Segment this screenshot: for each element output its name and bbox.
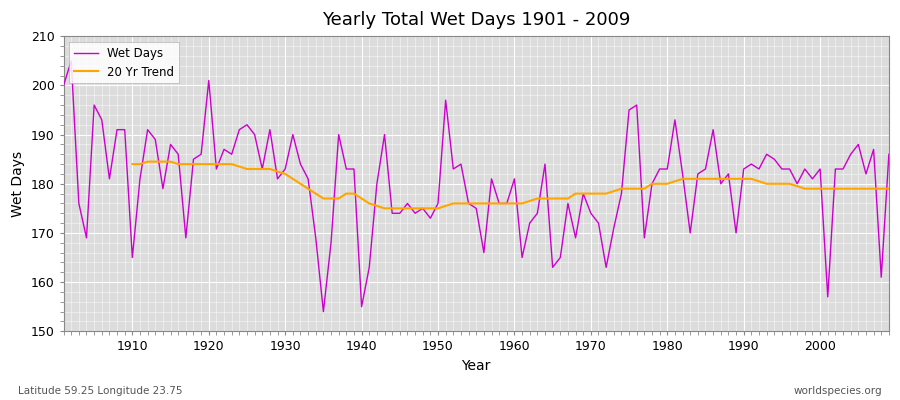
Text: worldspecies.org: worldspecies.org (794, 386, 882, 396)
20 Yr Trend (593, 191, 604, 196)
20 Yr Trend (142, 159, 153, 164)
20 Yr Trend (532, 196, 543, 201)
Text: Latitude 59.25 Longitude 23.75: Latitude 59.25 Longitude 23.75 (18, 386, 183, 396)
Wet Days (127, 255, 138, 260)
Line: 20 Yr Trend: 20 Yr Trend (132, 162, 889, 208)
Wet Days (66, 58, 77, 63)
Wet Days (318, 309, 328, 314)
20 Yr Trend (379, 206, 390, 211)
20 Yr Trend (310, 191, 321, 196)
Wet Days (295, 162, 306, 166)
Y-axis label: Wet Days: Wet Days (11, 151, 25, 217)
20 Yr Trend (838, 186, 849, 191)
Wet Days (348, 167, 359, 172)
X-axis label: Year: Year (462, 359, 490, 373)
20 Yr Trend (280, 172, 291, 176)
Wet Days (884, 152, 895, 157)
Legend: Wet Days, 20 Yr Trend: Wet Days, 20 Yr Trend (69, 42, 179, 84)
Wet Days (517, 255, 527, 260)
20 Yr Trend (884, 186, 895, 191)
Line: Wet Days: Wet Days (64, 61, 889, 312)
Wet Days (525, 221, 535, 226)
Title: Yearly Total Wet Days 1901 - 2009: Yearly Total Wet Days 1901 - 2009 (322, 11, 630, 29)
Wet Days (616, 191, 626, 196)
Wet Days (58, 83, 69, 88)
20 Yr Trend (860, 186, 871, 191)
20 Yr Trend (127, 162, 138, 166)
